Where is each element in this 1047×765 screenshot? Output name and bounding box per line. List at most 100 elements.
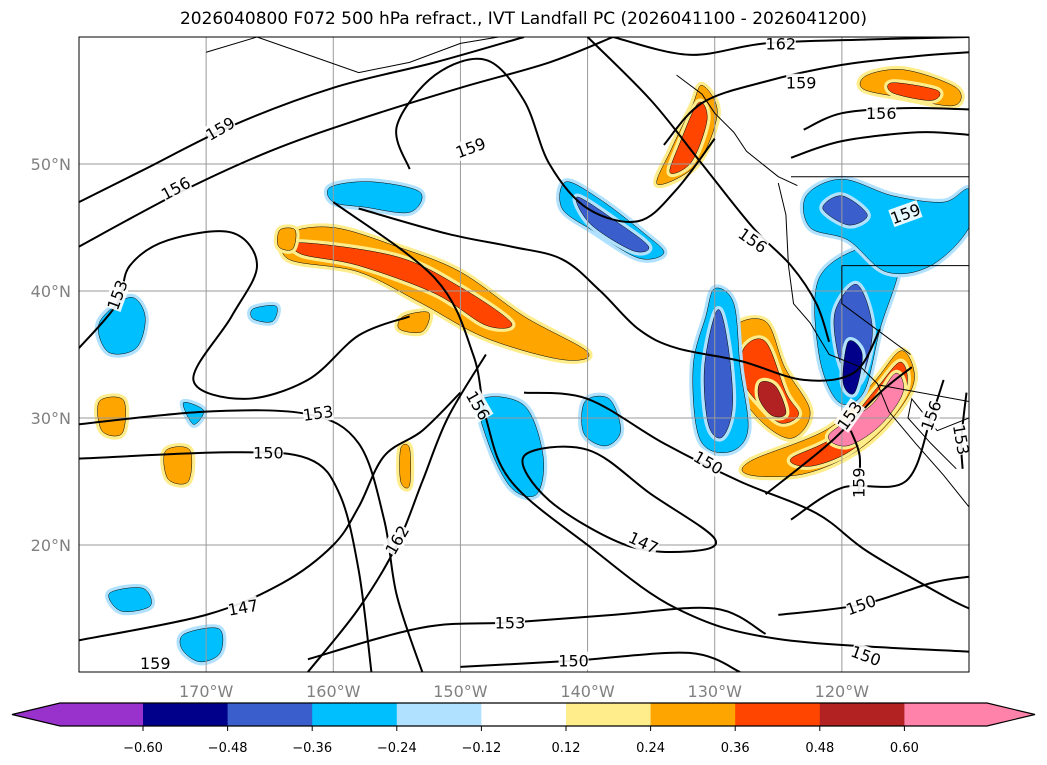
lon-tick-label: 120°W — [815, 682, 870, 701]
colorbar-tick-label: −0.36 — [292, 741, 332, 756]
ivt-shade-region — [97, 396, 126, 437]
contour-label-bg — [558, 651, 589, 670]
contour-label: 150 — [558, 652, 589, 671]
contour-label: 150 — [253, 443, 284, 462]
lat-tick-label: 40°N — [31, 282, 71, 301]
colorbar-swatch — [650, 703, 736, 726]
coastline — [777, 182, 969, 508]
contour-label-bg — [226, 595, 260, 619]
height-contours — [79, 37, 969, 672]
lon-tick-label: 170°W — [179, 682, 234, 701]
colorbar-tick-label: 0.24 — [636, 741, 665, 756]
ivt-shade-region — [250, 305, 278, 323]
colorbar-extend-high — [904, 703, 1035, 726]
contour-label-bg — [849, 467, 868, 498]
contour-label-bg — [690, 447, 726, 478]
ivt-shade-region — [887, 82, 941, 101]
contour-label-bg — [140, 654, 171, 673]
colorbar-tick-label: −0.48 — [208, 741, 248, 756]
coastlines — [205, 37, 969, 508]
ivt-shade-region — [822, 195, 868, 226]
contour-label: 156 — [735, 224, 771, 257]
contour-label: 156 — [917, 398, 945, 433]
colorbar: −0.60 −0.48 −0.36 −0.24 −0.12 0.12 0.24 0.36 0.4… — [11, 702, 1036, 756]
colorbar-extend-low — [12, 703, 143, 726]
lat-tick-label: 20°N — [31, 536, 71, 555]
coastline — [907, 397, 969, 470]
lat-tick-label: 50°N — [31, 155, 71, 174]
contour-label-bg — [453, 133, 488, 162]
contour-line-159 — [663, 51, 969, 146]
lon-tick-label: 130°W — [688, 682, 743, 701]
ivt-shade-region — [108, 587, 152, 612]
contour-line-150 — [79, 451, 373, 672]
contour-label-bg — [848, 641, 884, 670]
colorbar-swatch — [396, 703, 482, 726]
contour-label: 147 — [625, 528, 661, 558]
ivt-shade-region — [842, 340, 863, 395]
contour-label-bg — [833, 398, 866, 433]
contour-label: 156 — [866, 104, 897, 123]
ivt-shade-region — [179, 627, 224, 663]
contour-label: 159 — [453, 134, 488, 162]
contour-line-156 — [790, 131, 969, 159]
colorbar-swatch — [143, 703, 229, 726]
contour-line-159 — [395, 57, 716, 223]
contour-label: 159 — [202, 113, 238, 145]
contour-label-bg — [381, 522, 413, 558]
contour-label-bg — [765, 34, 796, 53]
colorbar-swatch — [312, 703, 398, 726]
contour-label-bg — [158, 173, 194, 204]
contour-label: 159 — [140, 654, 171, 673]
contour-label: 147 — [226, 596, 259, 620]
colorbar-swatch — [735, 703, 821, 726]
colorbar-tick-label: −0.12 — [461, 741, 501, 756]
contour-label-bg — [735, 224, 771, 257]
lon-tick-label: 160°W — [306, 682, 361, 701]
contour-label-bg — [253, 443, 284, 462]
ivt-shade-region — [399, 443, 411, 489]
contour-label: 159 — [786, 74, 817, 93]
contour-label: 153 — [302, 402, 335, 425]
contour-label-bg — [843, 591, 879, 619]
contour-label-bg — [462, 387, 494, 423]
contour-label: 162 — [766, 34, 797, 53]
contour-label: 156 — [158, 173, 194, 204]
contour-line-147 — [521, 445, 718, 554]
plot-frame — [78, 36, 970, 673]
coastline — [676, 74, 798, 187]
contour-label-bg — [888, 199, 923, 228]
colorbar-outline — [11, 702, 1036, 727]
contour-line-150 — [523, 391, 969, 610]
ivt-shade-region — [291, 242, 513, 329]
ivt-shade-region — [703, 309, 733, 439]
coastline — [841, 265, 911, 355]
lon-tick-label: 150°W — [433, 682, 488, 701]
contour-line-162 — [307, 353, 487, 672]
contour-line-156 — [332, 201, 969, 653]
coastline — [878, 384, 969, 402]
contour-line-153 — [79, 409, 424, 672]
colorbar-tick-label: 0.48 — [805, 741, 834, 756]
ivt-shade-region — [98, 297, 146, 355]
ivt-shading-layer — [94, 65, 969, 666]
contour-line-153 — [307, 606, 767, 661]
contour-line-147 — [79, 391, 462, 642]
colorbar-tick-label: −0.24 — [377, 741, 417, 756]
ivt-shade-region — [478, 396, 544, 497]
contour-label-bg — [103, 277, 131, 312]
contour-label-bg — [917, 398, 945, 433]
contour-line-159 — [358, 207, 881, 382]
lat-tick-label: 30°N — [31, 409, 71, 428]
contour-line-150 — [460, 651, 741, 672]
contour-label: 150 — [848, 642, 883, 670]
contour-line-150 — [778, 575, 969, 616]
colorbar-tick-label: −0.60 — [123, 741, 163, 756]
contour-label-bg — [866, 104, 897, 123]
ivt-shade-region — [277, 227, 297, 251]
contour-label-bg — [949, 423, 973, 456]
contour-label-bg — [786, 73, 817, 92]
colorbar-swatch — [819, 703, 905, 726]
contour-label-bg — [626, 527, 661, 557]
